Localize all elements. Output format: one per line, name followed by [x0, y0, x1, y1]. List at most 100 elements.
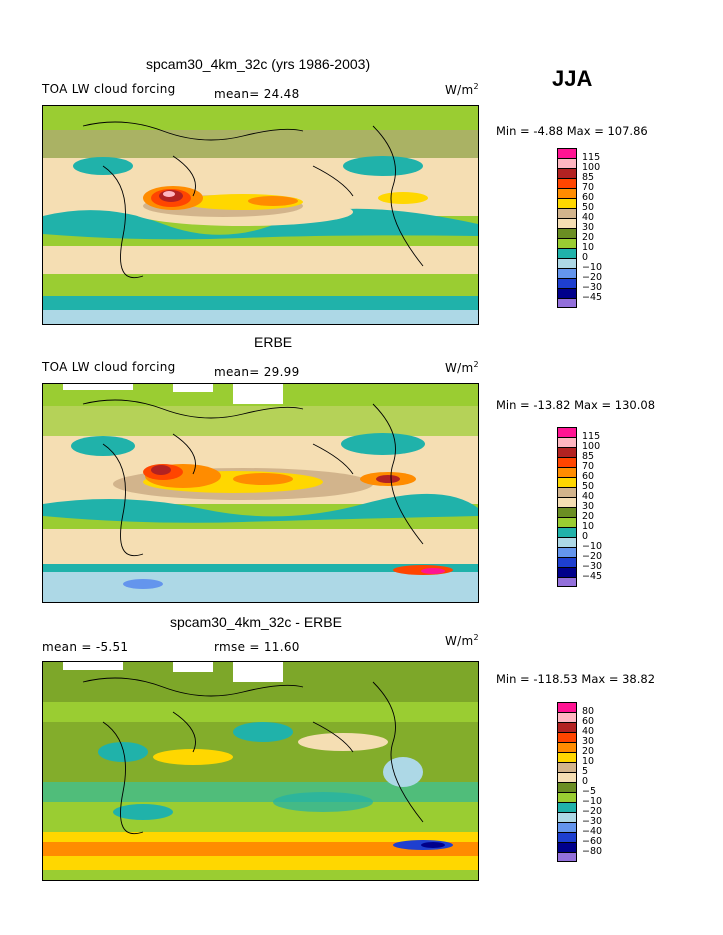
panel-3-minmax: Min = -118.53 Max = 38.82 [496, 672, 656, 686]
colorbar-label: −20 [582, 272, 603, 283]
colorbar-swatch [557, 557, 577, 567]
colorbar-swatch [557, 702, 577, 712]
colorbar-swatch [557, 752, 577, 762]
colorbar-label: 30 [582, 501, 595, 512]
colorbar-swatch [557, 802, 577, 812]
colorbar-label: −10 [582, 796, 603, 807]
colorbar-label: 20 [582, 746, 595, 757]
colorbar-swatch [557, 772, 577, 782]
panel-3-title: spcam30_4km_32c - ERBE [170, 614, 342, 630]
colorbar-swatch [557, 487, 577, 497]
colorbar-label: 10 [582, 242, 595, 253]
colorbar-label: −45 [582, 571, 603, 582]
panel-2-mean: mean= 29.99 [214, 365, 300, 379]
colorbar-swatch [557, 782, 577, 792]
colorbar-swatch [557, 278, 577, 288]
panel-1-minmax: Min = -4.88 Max = 107.86 [496, 124, 648, 138]
colorbar-label: 0 [582, 776, 589, 787]
colorbar-label: 20 [582, 511, 595, 522]
colorbar-swatch [557, 507, 577, 517]
colorbar-label: 40 [582, 491, 595, 502]
colorbar-swatch [557, 148, 577, 158]
colorbar-swatch [557, 497, 577, 507]
colorbar-label: 70 [582, 182, 595, 193]
colorbar-label: 30 [582, 222, 595, 233]
panel-1-colorbar-labels: 115 100 85 70 60 50 40 30 20 10 0 −10 −20 −30 −45 [582, 153, 602, 303]
colorbar-label: 50 [582, 202, 595, 213]
colorbar-swatch [557, 547, 577, 557]
panel-3-map [42, 661, 479, 881]
colorbar-swatch [557, 427, 577, 437]
colorbar-swatch [557, 298, 577, 308]
colorbar-swatch [557, 198, 577, 208]
panel-3-colorbar [557, 702, 577, 862]
colorbar-label: 60 [582, 716, 595, 727]
colorbar-label: 0 [582, 252, 589, 263]
panel-3-rmse: rmse = 11.60 [214, 640, 300, 654]
panel-1-title: spcam30_4km_32c (yrs 1986-2003) [146, 56, 371, 72]
colorbar-swatch [557, 722, 577, 732]
colorbar-swatch [557, 517, 577, 527]
colorbar-swatch [557, 288, 577, 298]
colorbar-label: 115 [582, 431, 601, 442]
panel-1-mean: mean= 24.48 [214, 87, 300, 101]
colorbar-label: 60 [582, 471, 595, 482]
colorbar-label: 100 [582, 162, 601, 173]
colorbar-swatch [557, 228, 577, 238]
colorbar-swatch [557, 467, 577, 477]
colorbar-swatch [557, 238, 577, 248]
panel-2-colorbar-labels: 115 100 85 70 60 50 40 30 20 10 0 −10 −20 −30 −45 [582, 432, 602, 582]
panel-2-units: W/m2 [445, 360, 479, 375]
colorbar-swatch [557, 822, 577, 832]
colorbar-label: 40 [582, 726, 595, 737]
colorbar-label: 80 [582, 706, 595, 717]
colorbar-label: 10 [582, 756, 595, 767]
colorbar-label: 30 [582, 736, 595, 747]
colorbar-label: 85 [582, 451, 595, 462]
colorbar-label: 70 [582, 461, 595, 472]
colorbar-swatch [557, 842, 577, 852]
colorbar-label: 100 [582, 441, 601, 452]
colorbar-swatch [557, 792, 577, 802]
colorbar-swatch [557, 208, 577, 218]
panel-1-map [42, 105, 479, 325]
panel-2-colorbar [557, 427, 577, 587]
panel-2-map [42, 383, 479, 603]
colorbar-swatch [557, 762, 577, 772]
panel-3-mean: mean = -5.51 [42, 640, 129, 654]
colorbar-label: −5 [582, 786, 597, 797]
colorbar-swatch [557, 178, 577, 188]
colorbar-label: −20 [582, 806, 603, 817]
panel-1-colorbar [557, 148, 577, 308]
panel-1-left-label: TOA LW cloud forcing [42, 82, 176, 96]
colorbar-swatch [557, 248, 577, 258]
colorbar-label: 10 [582, 521, 595, 532]
colorbar-swatch [557, 437, 577, 447]
colorbar-swatch [557, 158, 577, 168]
colorbar-label: 20 [582, 232, 595, 243]
colorbar-label: 50 [582, 481, 595, 492]
colorbar-label: 5 [582, 766, 589, 777]
colorbar-swatch [557, 168, 577, 178]
colorbar-label: −20 [582, 551, 603, 562]
panel-1-units: W/m2 [445, 82, 479, 97]
colorbar-swatch [557, 852, 577, 862]
colorbar-label: 60 [582, 192, 595, 203]
colorbar-swatch [557, 527, 577, 537]
colorbar-swatch [557, 537, 577, 547]
colorbar-label: −30 [582, 816, 603, 827]
colorbar-swatch [557, 477, 577, 487]
colorbar-label: −80 [582, 846, 603, 857]
season-label: JJA [552, 66, 593, 91]
colorbar-label: 115 [582, 152, 601, 163]
colorbar-swatch [557, 258, 577, 268]
colorbar-swatch [557, 188, 577, 198]
colorbar-label: −40 [582, 826, 603, 837]
colorbar-label: −30 [582, 282, 603, 293]
colorbar-swatch [557, 742, 577, 752]
colorbar-label: −60 [582, 836, 603, 847]
colorbar-label: 0 [582, 531, 589, 542]
colorbar-label: 40 [582, 212, 595, 223]
colorbar-label: −30 [582, 561, 603, 572]
colorbar-swatch [557, 812, 577, 822]
